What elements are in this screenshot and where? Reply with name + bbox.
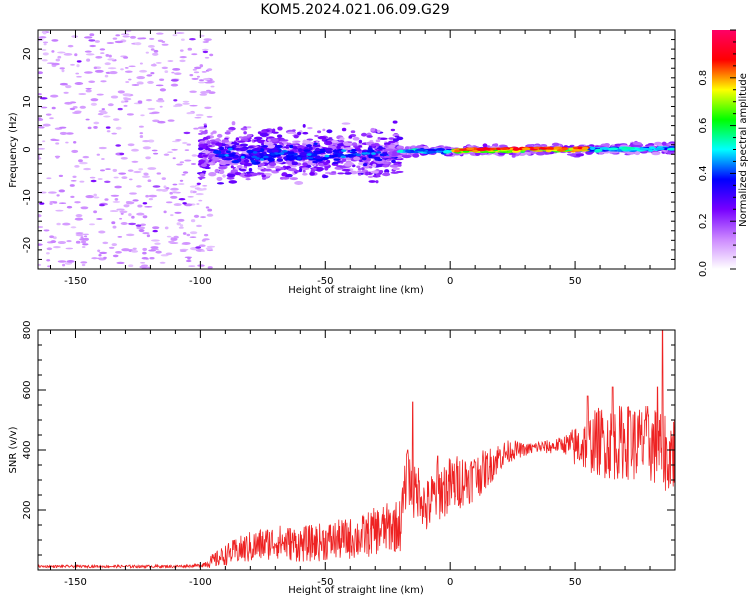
x-tick-label: -150: [64, 276, 87, 287]
snr-panel: -150 -100 -50 0 50 200 400 600 800 Height of st…: [8, 320, 676, 596]
colorbar-ticks: 0.0 0.2 0.4 0.6 0.8: [698, 29, 736, 277]
x-tick-label: 50: [569, 577, 582, 588]
y-tick-label: 800: [22, 320, 33, 339]
figure-title: KOM5.2024.021.06.09.G29: [260, 2, 449, 18]
x-tick-label: -100: [189, 276, 212, 287]
colorbar-tick-label: 0.0: [698, 261, 709, 277]
y-tick-label: 10: [22, 95, 33, 108]
x-tick-label: 50: [569, 276, 582, 287]
colorbar-tick-label: 0.4: [698, 165, 709, 181]
spectrogram-x-ticks: -150 -100 -50 0 50: [49, 30, 676, 287]
colorbar-gradient: [712, 30, 736, 269]
x-tick-label: 0: [447, 577, 453, 588]
snr-y-label: SNR (v/v): [8, 426, 19, 473]
snr-frame: [37, 329, 676, 571]
colorbar-tick-label: 0.6: [698, 118, 709, 134]
spectrogram-x-label: Height of straight line (km): [288, 285, 424, 296]
y-tick-label: 400: [22, 440, 33, 459]
spectrogram-y-label: Frequency (Hz): [8, 112, 19, 188]
y-tick-label: 0: [22, 146, 33, 152]
snr-series-line: [38, 330, 675, 570]
x-tick-label: -50: [317, 577, 333, 588]
x-tick-label: -150: [64, 577, 87, 588]
spectrogram-y-ticks: -20 -10 0 10 20: [22, 29, 675, 270]
snr-y-ticks: 200 400 600 800: [22, 320, 675, 571]
colorbar: 0.0 0.2 0.4 0.6 0.8 Normalized spectral ampl…: [698, 29, 749, 277]
snr-x-ticks: -150 -100 -50 0 50: [49, 330, 676, 588]
colorbar-label: Normalized spectral amplitude: [738, 73, 749, 227]
colorbar-tick-label: 0.2: [698, 213, 709, 229]
colorbar-tick-label: 0.8: [698, 70, 709, 86]
y-tick-label: 200: [22, 500, 33, 519]
x-tick-label: -50: [317, 276, 333, 287]
x-tick-label: -100: [189, 577, 212, 588]
spectrogram-heatmap: [38, 30, 675, 269]
spectrogram-frame: [37, 29, 676, 270]
snr-x-label: Height of straight line (km): [288, 585, 424, 596]
y-tick-label: 20: [22, 48, 33, 61]
y-tick-label: -20: [22, 237, 33, 253]
y-tick-label: 600: [22, 380, 33, 399]
y-tick-label: -10: [22, 189, 33, 205]
x-tick-label: 0: [447, 276, 453, 287]
